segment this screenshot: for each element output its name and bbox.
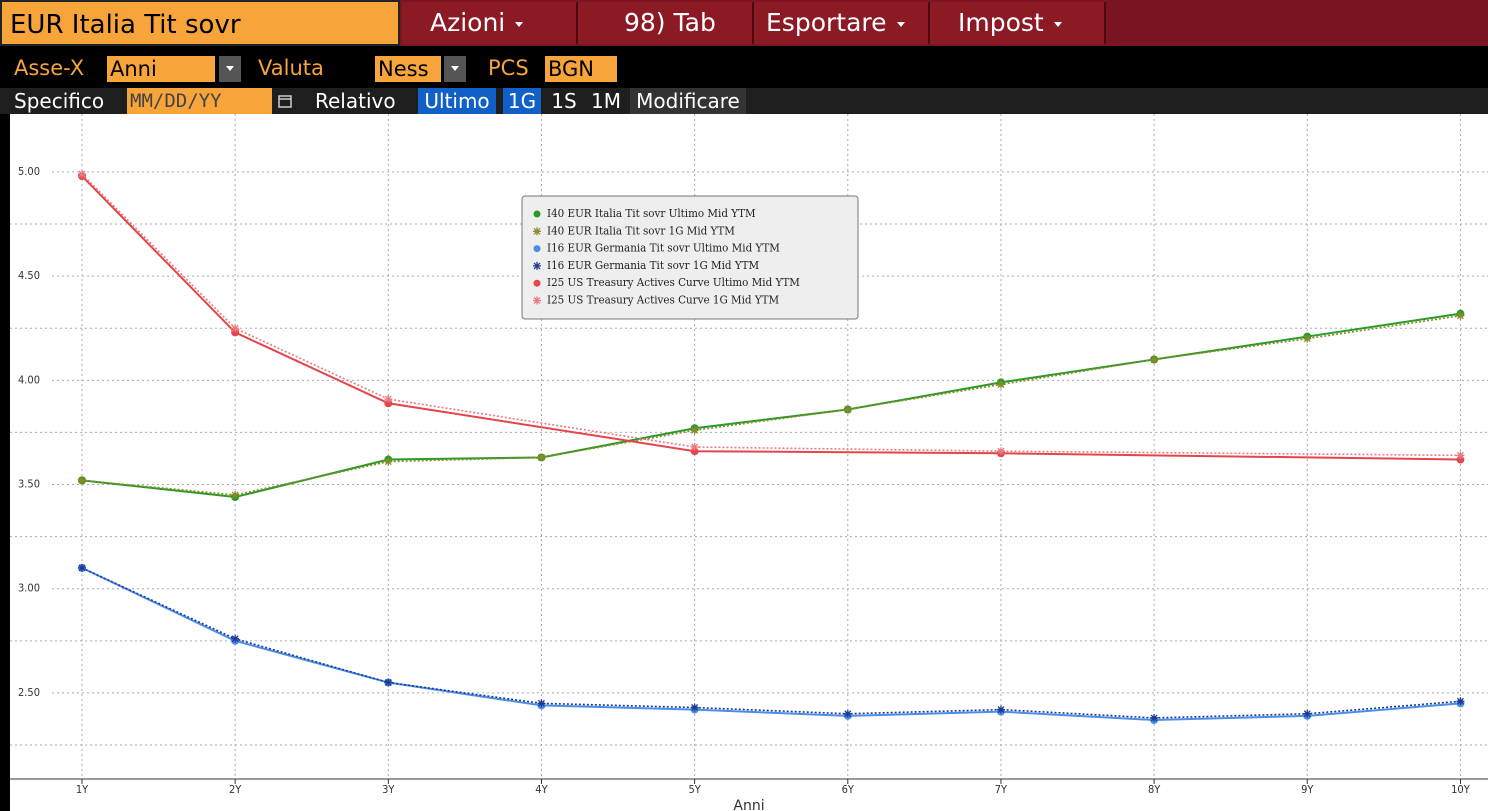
menu-label: Azioni	[430, 8, 506, 37]
label: Specifico	[14, 89, 105, 113]
star-marker	[77, 563, 86, 572]
series-line	[81, 175, 1461, 461]
star-marker	[537, 699, 546, 708]
legend-label: I25 US Treasury Actives Curve Ultimo Mid…	[547, 275, 800, 289]
star-marker	[1150, 355, 1159, 364]
y-tick-label: 3.00	[18, 582, 40, 595]
x-tick-label: 5Y	[688, 783, 701, 796]
dropdown-arrow	[451, 66, 459, 71]
series-line	[81, 314, 1461, 496]
menu-label: Esportare	[766, 8, 887, 37]
label: Relativo	[315, 89, 396, 113]
star-marker	[533, 261, 541, 270]
series-line	[81, 567, 1461, 719]
star-marker	[690, 426, 699, 435]
label: PCS	[488, 56, 529, 80]
y-tick-label: 5.00	[18, 165, 40, 178]
star-marker	[384, 678, 393, 687]
menu-button[interactable]: Azioni	[402, 2, 578, 44]
star-marker	[384, 457, 393, 466]
menu-label: Impost	[958, 8, 1044, 37]
star-marker	[1150, 713, 1159, 722]
star-marker	[690, 443, 699, 452]
star-marker	[996, 705, 1005, 714]
date-row: Specifico MM/DD/YY Relativo Ultimo 1G 1S…	[0, 88, 1488, 114]
top-toolbar: EUR Italia Tit sovr Azioni 98) Tab Espor…	[0, 0, 1488, 46]
legend-label: I40 EUR Italia Tit sovr Ultimo Mid YTM	[547, 206, 756, 220]
star-marker	[537, 453, 546, 462]
edit-button[interactable]: Modificare	[630, 88, 746, 114]
star-marker	[843, 405, 852, 414]
star-marker	[843, 709, 852, 718]
x-tick-label: 6Y	[842, 783, 855, 796]
menu-button[interactable]: Impost	[930, 2, 1106, 44]
star-marker	[533, 296, 541, 305]
star-marker	[1456, 451, 1465, 460]
star-marker	[996, 447, 1005, 456]
star-marker	[384, 395, 393, 404]
legend-dot	[533, 245, 541, 253]
chart: 2.50 3.00 3.50 4.00 4.50 5.00 1Y 2Y 3Y 4Y 5Y 6Y 7Y 8Y…	[0, 114, 1488, 811]
legend: I40 EUR Italia Tit sovr Ultimo Mid YTM I4…	[521, 195, 859, 320]
legend-label: I40 EUR Italia Tit sovr 1G Mid YTM	[547, 223, 735, 237]
star-marker	[1303, 709, 1312, 718]
menu-button[interactable]: 98) Tab	[578, 2, 754, 44]
x-tick-label: 2Y	[229, 783, 242, 796]
star-marker	[533, 227, 541, 236]
x-tick-label: 9Y	[1301, 783, 1314, 796]
y-tick-label: 2.50	[18, 686, 40, 699]
y-tick-label: 4.50	[18, 269, 40, 282]
pcs-field[interactable]: BGN	[545, 56, 617, 82]
series-line	[81, 173, 1461, 457]
dropdown-arrow	[1053, 21, 1062, 27]
x-axis-field[interactable]: Anni	[107, 56, 215, 82]
y-tick-label: 4.00	[18, 373, 40, 386]
x-tick-label: 7Y	[995, 783, 1008, 796]
star-marker	[231, 490, 240, 499]
menu-button[interactable]: Esportare	[754, 2, 930, 44]
star-marker	[231, 324, 240, 333]
star-marker	[1456, 697, 1465, 706]
dropdown[interactable]	[219, 56, 241, 82]
star-marker	[996, 380, 1005, 389]
relative-option[interactable]: Ultimo	[418, 88, 496, 114]
x-tick-label: 3Y	[382, 783, 395, 796]
security-title[interactable]: EUR Italia Tit sovr	[0, 0, 400, 46]
star-marker	[77, 476, 86, 485]
x-tick-label: 8Y	[1148, 783, 1161, 796]
star-marker	[1303, 334, 1312, 343]
label: Valuta	[258, 56, 324, 80]
relative-option[interactable]: 1M	[587, 88, 625, 114]
star-marker	[690, 703, 699, 712]
legend-label: I16 EUR Germania Tit sovr 1G Mid YTM	[547, 258, 760, 272]
series-line	[81, 566, 1461, 722]
dropdown-arrow	[515, 21, 524, 27]
x-axis-title: Anni	[733, 798, 764, 811]
x-tick-label: 1Y	[76, 783, 89, 796]
star-marker	[231, 634, 240, 643]
x-tick-label: 10Y	[1451, 783, 1471, 796]
date-field[interactable]: MM/DD/YY	[127, 88, 272, 114]
controls-row: Asse-X Anni Valuta Ness PCS BGN	[0, 48, 1488, 88]
y-tick-label: 3.50	[18, 478, 40, 491]
dropdown-arrow	[896, 21, 905, 27]
legend-dot	[533, 210, 541, 218]
x-tick-label: 4Y	[535, 783, 548, 796]
legend-label: I25 US Treasury Actives Curve 1G Mid YTM	[547, 293, 780, 307]
menu-label: 98) Tab	[624, 8, 716, 37]
calendar-icon[interactable]	[278, 94, 292, 108]
star-marker	[77, 170, 86, 179]
label: Asse-X	[14, 56, 85, 80]
legend-box	[521, 195, 859, 320]
relative-option[interactable]: 1S	[546, 88, 582, 114]
legend-dot	[533, 279, 541, 287]
star-marker	[1456, 311, 1465, 320]
dropdown[interactable]	[444, 56, 466, 82]
dropdown-arrow	[226, 66, 234, 71]
legend-label: I16 EUR Germania Tit sovr Ultimo Mid YTM	[547, 241, 780, 255]
relative-option[interactable]: 1G	[503, 88, 541, 114]
currency-field[interactable]: Ness	[375, 56, 441, 82]
